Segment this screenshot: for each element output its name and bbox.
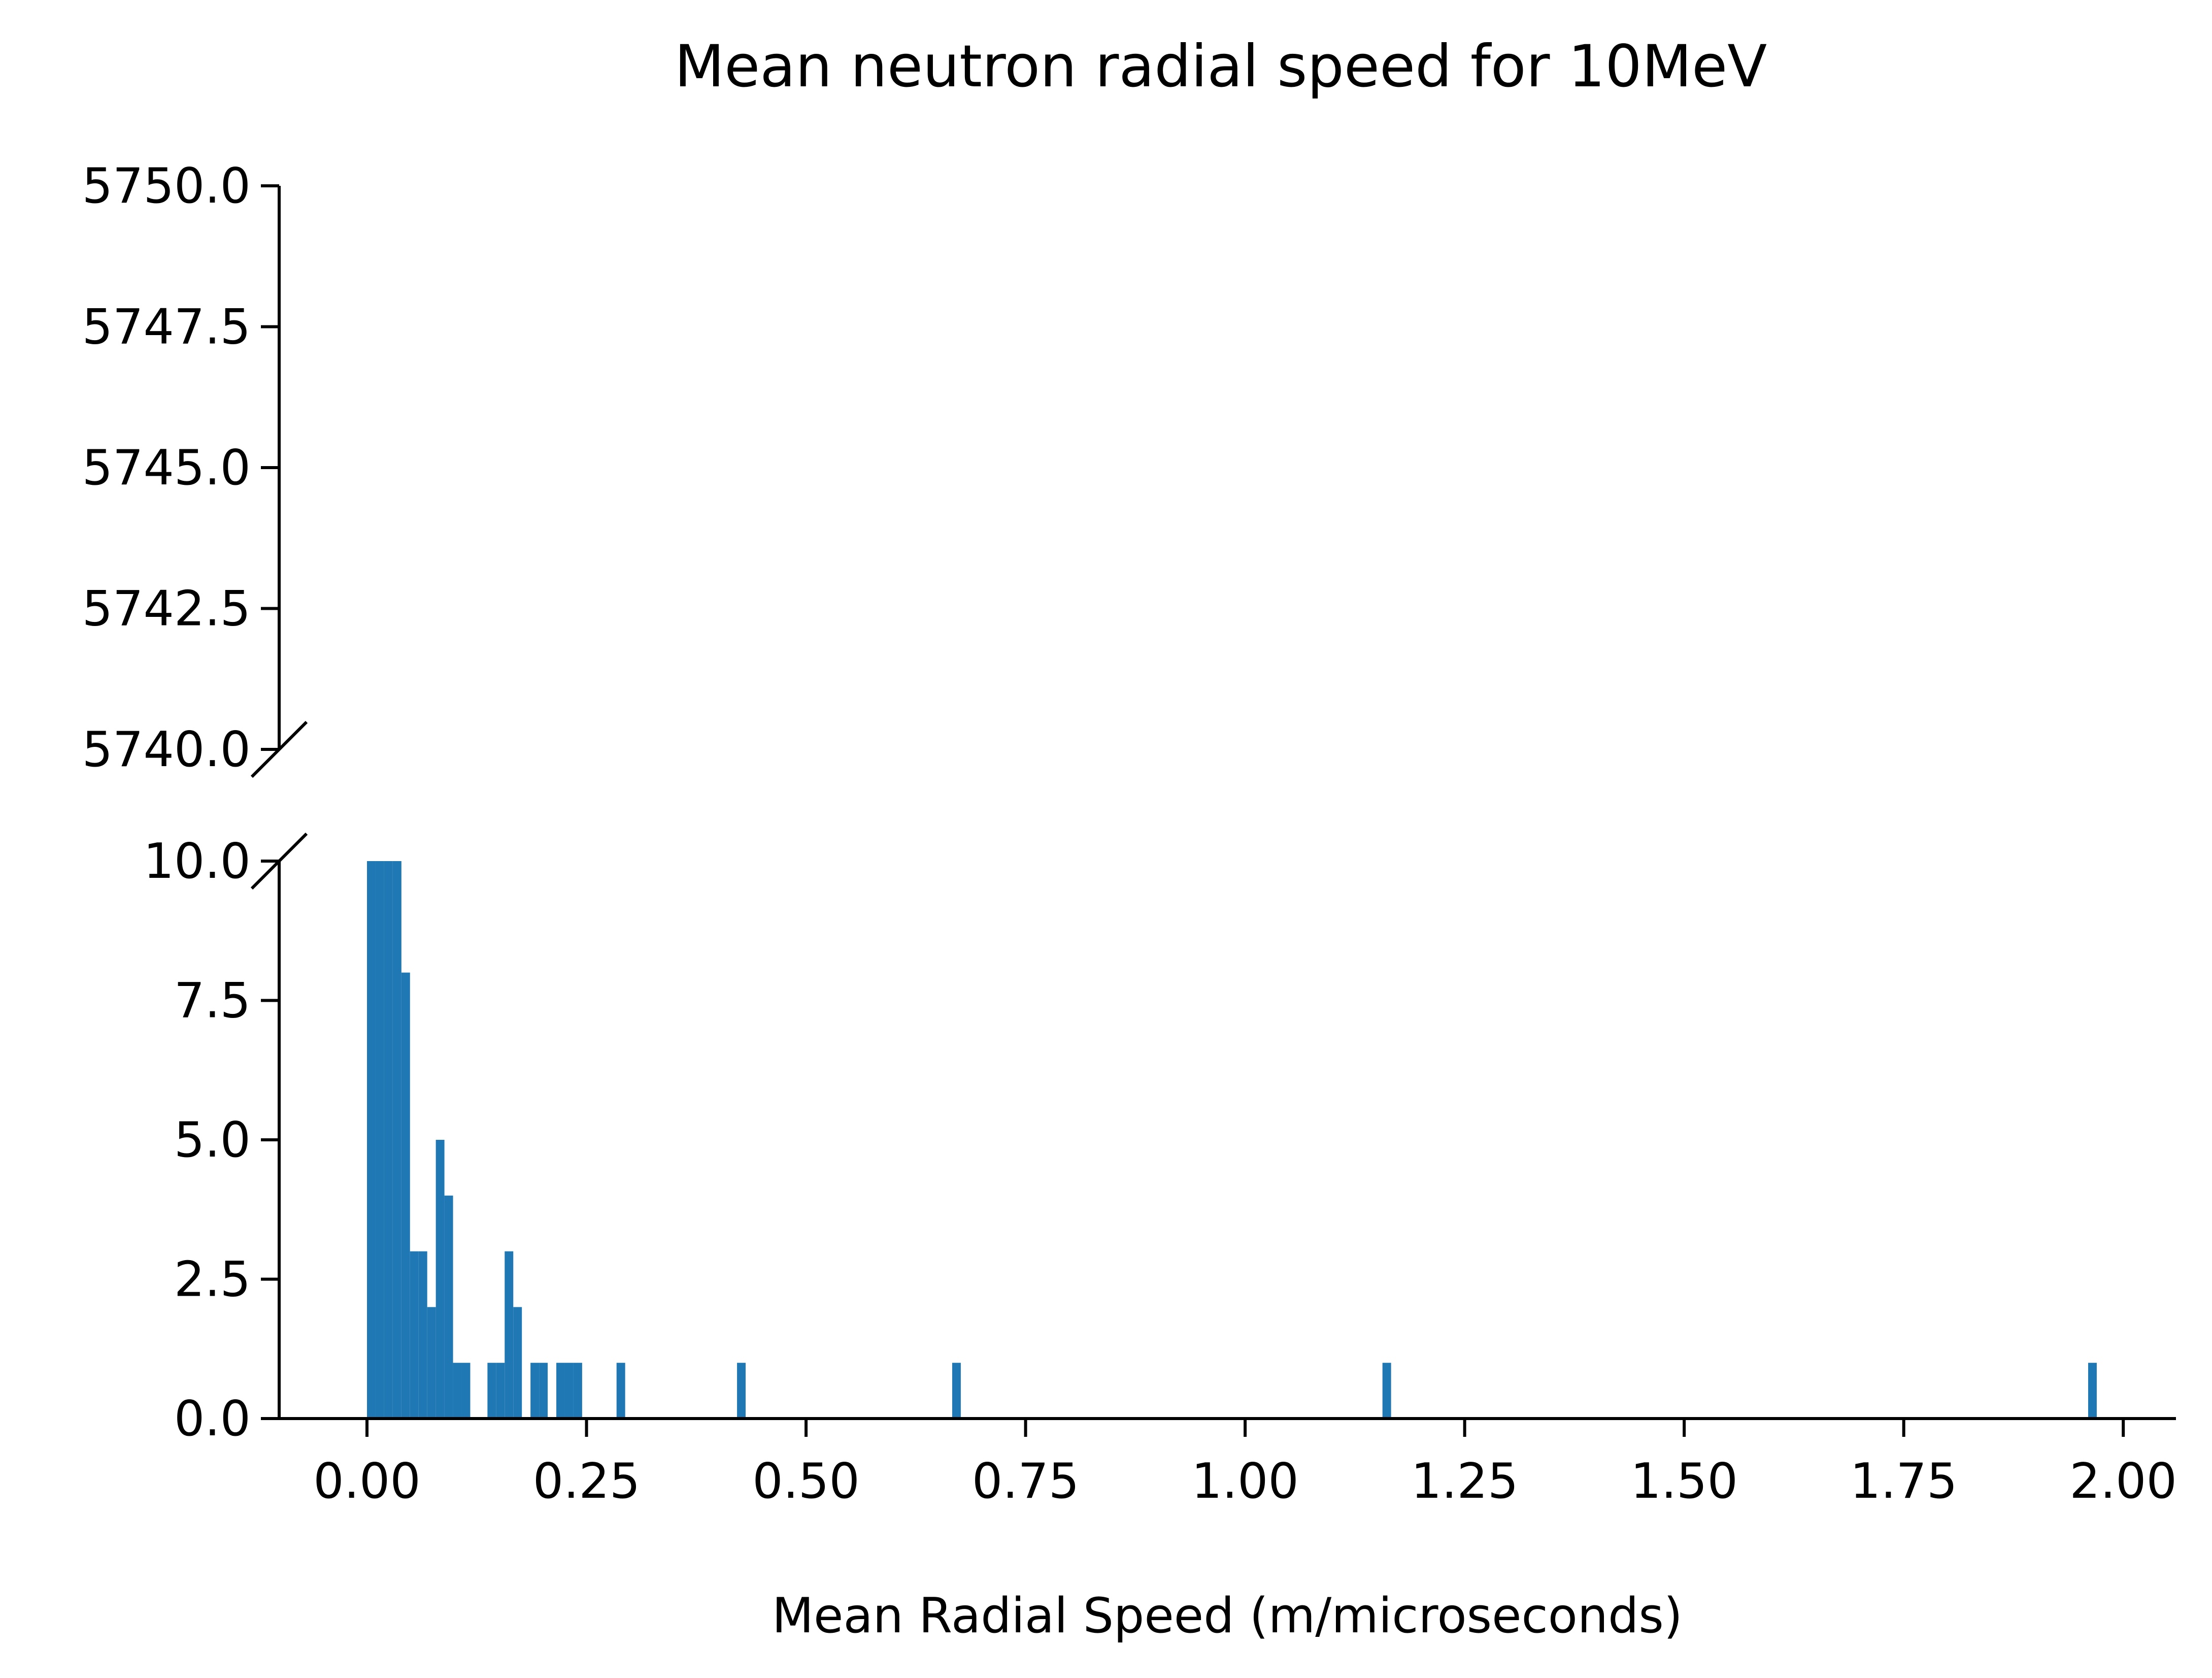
histogram-bar xyxy=(737,1363,746,1419)
histogram-bar xyxy=(2088,1363,2097,1419)
upper-y-tick-label: 5742.5 xyxy=(82,581,251,637)
x-tick-label: 2.00 xyxy=(2069,1454,2177,1509)
upper-y-tick-label: 5750.0 xyxy=(82,158,251,214)
x-tick-label: 0.50 xyxy=(752,1454,860,1509)
x-tick-label: 1.50 xyxy=(1630,1454,1738,1509)
x-tick-label: 1.25 xyxy=(1411,1454,1519,1509)
histogram-bar xyxy=(952,1363,961,1419)
histogram-bar xyxy=(410,1252,419,1419)
lower-y-tick-label: 2.5 xyxy=(174,1252,251,1308)
histogram-bar xyxy=(376,861,384,1419)
x-tick-label: 0.00 xyxy=(313,1454,421,1509)
x-tick-label: 1.75 xyxy=(1850,1454,1958,1509)
histogram-bar xyxy=(513,1307,522,1419)
upper-y-tick-label: 5747.5 xyxy=(82,300,251,355)
upper-y-tick-label: 5740.0 xyxy=(82,722,251,778)
x-ticks: 0.00 0.25 0.50 0.75 1.00 1.25 1.50 1.75 2.00 xyxy=(313,1419,2177,1509)
x-tick-label: 1.00 xyxy=(1191,1454,1299,1509)
histogram-bar xyxy=(530,1363,539,1419)
upper-y-tick-label: 5745.0 xyxy=(82,440,251,496)
lower-y-tick-label: 0.0 xyxy=(174,1391,251,1447)
histogram-bar xyxy=(487,1363,496,1419)
lower-y-tick-label: 7.5 xyxy=(174,973,251,1029)
histogram-bar xyxy=(617,1363,625,1419)
histogram-bar xyxy=(539,1363,548,1419)
histogram-bar xyxy=(436,1140,445,1419)
histogram-bar xyxy=(445,1196,453,1419)
lower-y-tick-label: 10.0 xyxy=(143,834,251,890)
x-axis-title: Mean Radial Speed (m/microseconds) xyxy=(772,1588,1683,1644)
histogram-bar xyxy=(574,1363,582,1419)
lower-y-ticks: 0.0 2.5 5.0 7.5 10.0 xyxy=(143,834,279,1447)
upper-y-ticks: 5740.0 5742.5 5745.0 5747.5 5750.0 xyxy=(82,158,279,778)
histogram-bar xyxy=(384,861,393,1419)
lower-panel: 0.0 2.5 5.0 7.5 10.0 0.00 0.25 0.50 0.75 1.00 1.2… xyxy=(143,834,2176,1509)
histogram-bar xyxy=(462,1363,471,1419)
x-tick-label: 0.25 xyxy=(533,1454,641,1509)
lower-y-tick-label: 5.0 xyxy=(174,1112,251,1168)
upper-panel: 5740.0 5742.5 5745.0 5747.5 5750.0 xyxy=(82,158,307,778)
x-tick-label: 0.75 xyxy=(972,1454,1080,1509)
histogram-bar xyxy=(401,973,410,1419)
histogram-bar xyxy=(1383,1363,1391,1419)
histogram-bar xyxy=(505,1252,513,1419)
histogram-bar xyxy=(419,1252,427,1419)
histogram-bars xyxy=(367,861,2097,1419)
histogram-bar xyxy=(565,1363,574,1419)
histogram-bar xyxy=(367,861,376,1419)
histogram-bar xyxy=(556,1363,565,1419)
histogram-bar xyxy=(496,1363,505,1419)
histogram-bar xyxy=(453,1363,462,1419)
chart-title: Mean neutron radial speed for 10MeV xyxy=(675,32,1767,100)
histogram-bar xyxy=(393,861,401,1419)
histogram-bar xyxy=(427,1307,436,1419)
